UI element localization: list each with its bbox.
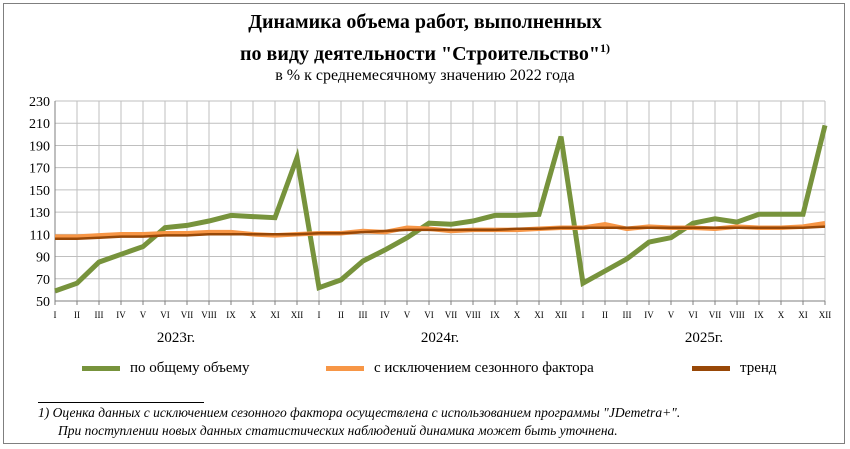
- x-tick-label: VII: [709, 310, 722, 320]
- y-tick-label: 50: [36, 295, 50, 310]
- x-tick-label: VIII: [729, 310, 745, 320]
- chart-title-line1: Динамика объема работ, выполненных: [248, 11, 602, 33]
- x-tick-label: V: [668, 310, 675, 320]
- x-tick-label: V: [404, 310, 411, 320]
- legend-label-seasonal: с исключением сезонного фактора: [374, 359, 594, 376]
- chart-subtitle: в % к среднемесячному значению 2022 года: [275, 67, 575, 84]
- y-tick-label: 110: [30, 228, 50, 243]
- year-label: 2025г.: [685, 330, 723, 346]
- legend-item-total: по общему объему: [82, 358, 250, 378]
- x-tick-label: X: [778, 310, 785, 320]
- x-tick-label: II: [602, 310, 608, 320]
- x-tick-label: IV: [644, 310, 654, 320]
- footnote-line2: При поступлении новых данных статистичес…: [58, 423, 618, 438]
- legend-swatch-seasonal: [326, 365, 364, 371]
- footnote-divider: [38, 402, 204, 403]
- series-line-0: [54, 124, 828, 294]
- x-tick-label: XI: [798, 310, 808, 320]
- x-tick-label: III: [623, 310, 632, 320]
- x-tick-label: XI: [270, 310, 280, 320]
- x-tick-label: IX: [490, 310, 500, 320]
- footnote-marker: 1): [600, 41, 610, 55]
- x-tick-label: IX: [226, 310, 236, 320]
- x-tick-label: VI: [424, 310, 434, 320]
- footnote-line1: 1) Оценка данных с исключением сезонного…: [38, 405, 681, 420]
- x-tick-label: IV: [116, 310, 126, 320]
- x-tick-label: IV: [380, 310, 390, 320]
- x-tick-label: VI: [160, 310, 170, 320]
- x-tick-label: III: [359, 310, 368, 320]
- x-tick-label: IX: [754, 310, 764, 320]
- x-tick-label: X: [250, 310, 257, 320]
- legend-swatch-total: [82, 365, 120, 371]
- x-tick-label: V: [140, 310, 147, 320]
- chart-title-line2-text: по виду деятельности "Строительство": [240, 43, 600, 65]
- year-label: 2023г.: [157, 330, 195, 346]
- y-tick-label: 230: [29, 95, 50, 110]
- y-tick-label: 210: [29, 117, 50, 132]
- x-tick-label: VII: [181, 310, 194, 320]
- x-tick-label: VIII: [201, 310, 217, 320]
- y-tick-label: 70: [36, 273, 50, 288]
- x-tick-label: XII: [291, 310, 304, 320]
- x-tick-label: XII: [555, 310, 568, 320]
- year-label: 2024г.: [421, 330, 459, 346]
- legend-label-trend: тренд: [740, 359, 777, 376]
- x-tick-label: VII: [445, 310, 458, 320]
- y-tick-label: 150: [29, 184, 50, 199]
- legend-item-seasonal: с исключением сезонного фактора: [326, 358, 594, 378]
- x-tick-label: III: [95, 310, 104, 320]
- y-tick-label: 130: [29, 206, 50, 221]
- legend-item-trend: тренд: [692, 358, 777, 378]
- x-tick-label: II: [338, 310, 344, 320]
- y-tick-label: 90: [36, 251, 50, 266]
- chart-frame: [3, 3, 845, 444]
- y-tick-label: 190: [29, 139, 50, 154]
- x-tick-label: XII: [819, 310, 832, 320]
- x-tick-label: I: [54, 310, 57, 320]
- x-tick-label: X: [514, 310, 521, 320]
- x-tick-label: I: [582, 310, 585, 320]
- legend-label-total: по общему объему: [130, 359, 250, 376]
- x-tick-label: XI: [534, 310, 544, 320]
- x-tick-label: I: [318, 310, 321, 320]
- legend-swatch-trend: [692, 365, 730, 371]
- x-tick-label: VI: [688, 310, 698, 320]
- x-tick-label: II: [74, 310, 80, 320]
- y-tick-label: 170: [29, 162, 50, 177]
- x-tick-label: VIII: [465, 310, 481, 320]
- chart-title-line2: по виду деятельности "Строительство"1): [0, 36, 850, 66]
- series-line-2: [55, 225, 826, 241]
